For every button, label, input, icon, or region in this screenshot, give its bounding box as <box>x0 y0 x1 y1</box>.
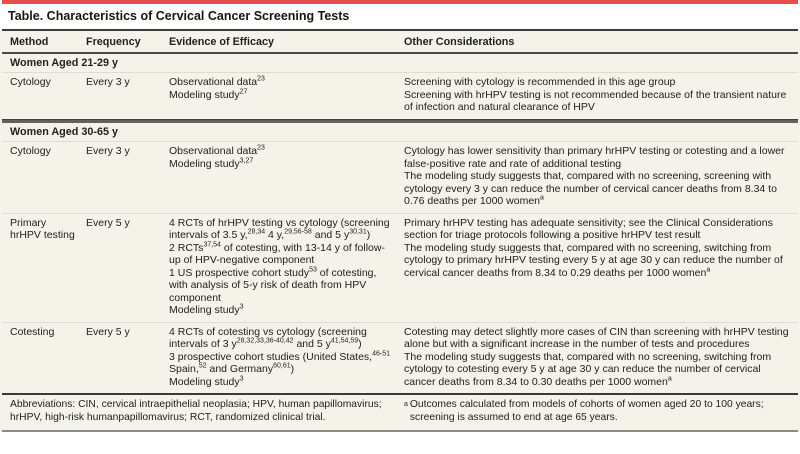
column-header-frequency: Frequency <box>86 35 141 48</box>
bottom-margin <box>0 432 800 438</box>
footnotes: Abbreviations: CIN, cervical intraepithe… <box>0 395 800 430</box>
section-header-21-29: Women Aged 21-29 y <box>0 53 800 72</box>
considerations-cell: Cytology has lower sensitivity than prim… <box>404 145 792 208</box>
considerations-line: The modeling study suggests that, compar… <box>404 350 772 388</box>
table-row: Cotesting Every 5 y 4 RCTs of cotesting … <box>0 323 800 394</box>
column-header-row: Method Frequency Evidence of Efficacy Ot… <box>0 31 800 53</box>
evidence-line: Observational data23 <box>169 144 265 158</box>
considerations-line: Cotesting may detect slightly more cases… <box>404 325 789 351</box>
considerations-line: Screening with cytology is recommended i… <box>404 76 676 88</box>
evidence-cell: Observational data23 Modeling study3,27 <box>169 145 404 208</box>
table-title: Table. Characteristics of Cervical Cance… <box>8 9 350 23</box>
table-row: Primary hrHPV testing Every 5 y 4 RCTs o… <box>0 214 800 322</box>
method-cell: Primary hrHPV testing <box>10 216 75 242</box>
method-cell: Cotesting <box>10 325 55 338</box>
frequency-cell: Every 5 y <box>86 325 130 338</box>
evidence-line: 4 RCTs of cotesting vs cytology (screeni… <box>169 325 367 351</box>
considerations-cell: Screening with cytology is recommended i… <box>404 76 792 114</box>
footer-rule <box>2 393 798 395</box>
evidence-line: Modeling study3,27 <box>169 157 254 170</box>
table-row: Cytology Every 3 y Observational data23 … <box>0 142 800 213</box>
title-band: Table. Characteristics of Cervical Cance… <box>0 4 800 29</box>
footnote-a-marker: a <box>404 401 408 408</box>
evidence-line: Observational data23 <box>169 75 265 89</box>
considerations-line: Cytology has lower sensitivity than prim… <box>404 145 785 170</box>
abbreviations-note: Abbreviations: CIN, cervical intraepithe… <box>10 399 382 423</box>
considerations-line: The modeling study suggests that, compar… <box>404 241 783 279</box>
bottom-rule <box>2 430 798 432</box>
frequency-cell: Every 5 y <box>86 216 130 229</box>
evidence-line: 4 RCTs of hrHPV testing vs cytology (scr… <box>169 216 390 242</box>
table-body: Method Frequency Evidence of Efficacy Ot… <box>0 30 800 432</box>
title-rule <box>2 28 798 31</box>
accent-top-bar <box>2 0 798 4</box>
column-header-evidence: Evidence of Efficacy <box>169 35 275 48</box>
considerations-line: Primary hrHPV testing has adequate sensi… <box>404 216 773 242</box>
evidence-line: 2 RCTs37,54 of cotesting, with 13-14 y o… <box>169 241 385 266</box>
considerations-line: The modeling study suggests that, compar… <box>404 170 777 207</box>
column-header-method: Method <box>10 35 49 48</box>
evidence-cell: Observational data23 Modeling study27 <box>169 76 404 114</box>
method-cell: Cytology <box>10 145 51 157</box>
evidence-cell: 4 RCTs of cotesting vs cytology (screeni… <box>169 326 404 389</box>
evidence-line: Modeling study27 <box>169 88 248 101</box>
evidence-line: 3 prospective cohort studies (United Sta… <box>169 350 391 375</box>
section-header-30-65: Women Aged 30-65 y <box>0 122 800 141</box>
section-divider <box>2 118 798 123</box>
header-rule <box>2 52 798 54</box>
frequency-cell: Every 3 y <box>86 76 130 88</box>
table-row: Cytology Every 3 y Observational data23 … <box>0 73 800 119</box>
evidence-line: Modeling study3 <box>169 375 244 388</box>
footnote-a-text: Outcomes calculated from models of cohor… <box>409 399 764 423</box>
considerations-cell: Cotesting may detect slightly more cases… <box>404 326 792 389</box>
row-divider <box>2 321 798 323</box>
evidence-cell: 4 RCTs of hrHPV testing vs cytology (scr… <box>169 217 404 317</box>
row-divider <box>2 141 798 142</box>
frequency-cell: Every 3 y <box>86 145 130 157</box>
considerations-cell: Primary hrHPV testing has adequate sensi… <box>404 217 792 317</box>
column-header-considerations: Other Considerations <box>404 35 515 48</box>
method-cell: Cytology <box>10 76 51 88</box>
considerations-line: Screening with hrHPV testing is not reco… <box>404 88 787 114</box>
row-divider <box>2 212 798 214</box>
evidence-line: 1 US prospective cohort study53 of cotes… <box>169 266 377 304</box>
row-divider <box>2 72 798 73</box>
evidence-line: Modeling study3 <box>169 303 244 317</box>
footnote-a: a Outcomes calculated from models of coh… <box>404 399 792 424</box>
